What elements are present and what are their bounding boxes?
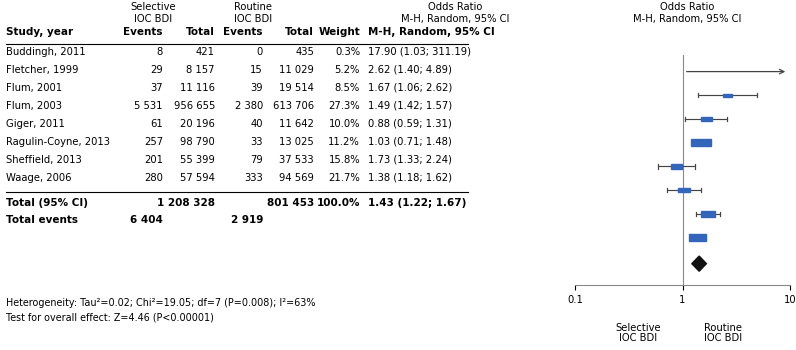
Text: 2 919: 2 919 — [231, 215, 263, 225]
Bar — [700, 211, 716, 217]
Text: 5.2%: 5.2% — [334, 65, 360, 75]
Text: 11.2%: 11.2% — [328, 137, 360, 147]
Text: M-H, Random, 95% CI: M-H, Random, 95% CI — [368, 27, 495, 37]
Text: Total: Total — [285, 27, 314, 37]
Text: 801 453: 801 453 — [267, 198, 314, 208]
Text: 1.38 (1.18; 1.62): 1.38 (1.18; 1.62) — [368, 173, 452, 183]
Text: 1.03 (0.71; 1.48): 1.03 (0.71; 1.48) — [368, 137, 452, 147]
Text: 333: 333 — [244, 173, 263, 183]
Text: 10.0%: 10.0% — [329, 119, 360, 129]
Text: 257: 257 — [144, 137, 163, 147]
Bar — [677, 188, 690, 193]
Text: 2.62 (1.40; 4.89): 2.62 (1.40; 4.89) — [368, 65, 452, 75]
Text: 11 642: 11 642 — [279, 119, 314, 129]
Text: 79: 79 — [250, 155, 263, 165]
Text: 37: 37 — [150, 83, 163, 93]
Polygon shape — [692, 256, 706, 271]
Text: 0.88 (0.59; 1.31): 0.88 (0.59; 1.31) — [368, 119, 452, 129]
Text: Waage, 2006: Waage, 2006 — [6, 173, 72, 183]
Text: 40: 40 — [251, 119, 263, 129]
Text: M-H, Random, 95% CI: M-H, Random, 95% CI — [633, 14, 741, 24]
Text: IOC BDI: IOC BDI — [134, 14, 172, 24]
Text: Study, year: Study, year — [6, 27, 73, 37]
Text: 0.3%: 0.3% — [335, 47, 360, 57]
Text: 5 531: 5 531 — [135, 101, 163, 111]
Text: 100.0%: 100.0% — [317, 198, 360, 208]
Text: Total (95% CI): Total (95% CI) — [6, 198, 88, 208]
Text: Test for overall effect: Z=4.46 (P<0.00001): Test for overall effect: Z=4.46 (P<0.000… — [6, 312, 214, 322]
Text: Events: Events — [123, 27, 163, 37]
Text: 39: 39 — [251, 83, 263, 93]
Text: Events: Events — [224, 27, 263, 37]
Text: IOC BDI: IOC BDI — [619, 333, 657, 343]
Text: Selective: Selective — [615, 323, 661, 333]
Text: 57 594: 57 594 — [180, 173, 215, 183]
Text: 201: 201 — [144, 155, 163, 165]
Text: 13 025: 13 025 — [279, 137, 314, 147]
Text: 421: 421 — [196, 47, 215, 57]
Text: Heterogeneity: Tau²=0.02; Chi²=19.05; df=7 (P=0.008); I²=63%: Heterogeneity: Tau²=0.02; Chi²=19.05; df… — [6, 298, 315, 308]
Text: 29: 29 — [150, 65, 163, 75]
Text: 55 399: 55 399 — [180, 155, 215, 165]
Text: Flum, 2003: Flum, 2003 — [6, 101, 62, 111]
Text: Odds Ratio: Odds Ratio — [427, 2, 482, 12]
Text: Routine: Routine — [234, 2, 272, 12]
Bar — [671, 164, 682, 169]
Text: Weight: Weight — [318, 27, 360, 37]
Text: 21.7%: 21.7% — [328, 173, 360, 183]
Text: 956 655: 956 655 — [174, 101, 215, 111]
Text: IOC BDI: IOC BDI — [704, 333, 742, 343]
Text: 6 404: 6 404 — [130, 215, 163, 225]
Bar — [701, 117, 712, 121]
Text: 1 208 328: 1 208 328 — [157, 198, 215, 208]
Text: 20 196: 20 196 — [180, 119, 215, 129]
Text: Giger, 2011: Giger, 2011 — [6, 119, 65, 129]
Text: 27.3%: 27.3% — [329, 101, 360, 111]
Text: Flum, 2001: Flum, 2001 — [6, 83, 62, 93]
Text: 37 533: 37 533 — [279, 155, 314, 165]
Text: 61: 61 — [150, 119, 163, 129]
Text: Odds Ratio: Odds Ratio — [660, 2, 714, 12]
Text: 15: 15 — [250, 65, 263, 75]
Text: Buddingh, 2011: Buddingh, 2011 — [6, 47, 86, 57]
Text: 1.43 (1.22; 1.67): 1.43 (1.22; 1.67) — [368, 198, 466, 208]
Bar — [724, 94, 732, 97]
Text: 11 116: 11 116 — [180, 83, 215, 93]
Text: IOC BDI: IOC BDI — [234, 14, 272, 24]
Text: Selective: Selective — [131, 2, 176, 12]
Text: Fletcher, 1999: Fletcher, 1999 — [6, 65, 79, 75]
Text: Total: Total — [186, 27, 215, 37]
Text: 33: 33 — [251, 137, 263, 147]
Text: 17.90 (1.03; 311.19): 17.90 (1.03; 311.19) — [368, 47, 471, 57]
Text: 280: 280 — [144, 173, 163, 183]
Text: 613 706: 613 706 — [273, 101, 314, 111]
Text: 98 790: 98 790 — [180, 137, 215, 147]
Text: 435: 435 — [295, 47, 314, 57]
Text: 1.49 (1.42; 1.57): 1.49 (1.42; 1.57) — [368, 101, 452, 111]
Text: 11 029: 11 029 — [279, 65, 314, 75]
Text: 1.67 (1.06; 2.62): 1.67 (1.06; 2.62) — [368, 83, 452, 93]
Text: Routine: Routine — [704, 323, 742, 333]
Bar — [689, 234, 706, 241]
Text: 2 380: 2 380 — [235, 101, 263, 111]
Text: 19 514: 19 514 — [279, 83, 314, 93]
Text: 8 157: 8 157 — [186, 65, 215, 75]
Text: 8.5%: 8.5% — [335, 83, 360, 93]
Text: 8: 8 — [157, 47, 163, 57]
Text: 94 569: 94 569 — [279, 173, 314, 183]
Text: M-H, Random, 95% CI: M-H, Random, 95% CI — [401, 14, 509, 24]
Text: 1.73 (1.33; 2.24): 1.73 (1.33; 2.24) — [368, 155, 452, 165]
Text: Ragulin-Coyne, 2013: Ragulin-Coyne, 2013 — [6, 137, 110, 147]
Text: 15.8%: 15.8% — [329, 155, 360, 165]
Text: 0: 0 — [257, 47, 263, 57]
Text: Sheffield, 2013: Sheffield, 2013 — [6, 155, 82, 165]
Text: Total events: Total events — [6, 215, 78, 225]
Bar — [692, 139, 711, 146]
